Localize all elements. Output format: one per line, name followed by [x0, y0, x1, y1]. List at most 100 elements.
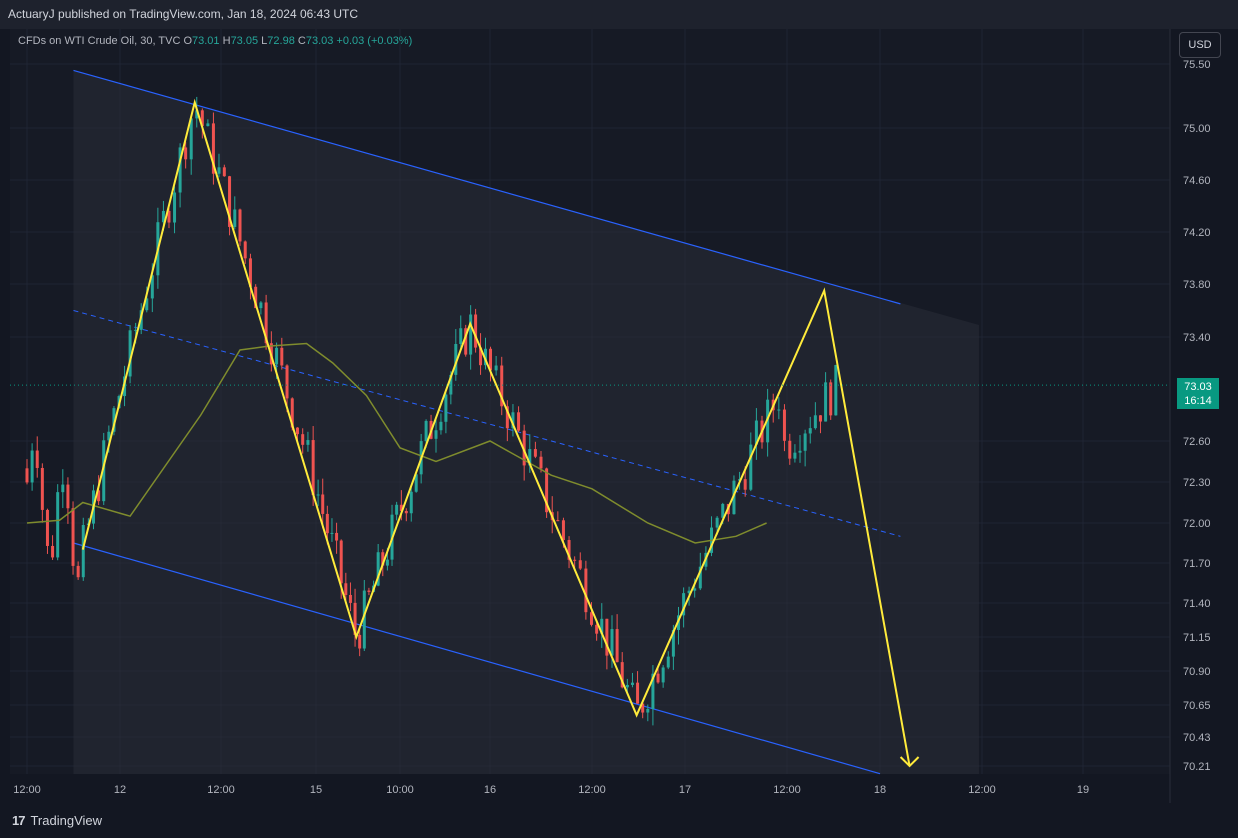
time-tick-label: 12:00: [578, 784, 606, 796]
chart-svg[interactable]: 75.50 75.00 74.60 74.20 73.80 73.40 72.60 72.30…: [10, 29, 1228, 803]
candle-body: [112, 408, 116, 432]
candle-body: [285, 365, 289, 399]
candle-body: [793, 452, 797, 459]
candle-body: [459, 328, 463, 344]
open-value: 73.01: [192, 35, 220, 47]
candle-body: [798, 450, 802, 453]
candle-body: [128, 330, 132, 377]
time-tick-label: 10:00: [386, 784, 414, 796]
candle-body: [45, 509, 49, 546]
candle-body: [25, 468, 29, 483]
candle-body: [404, 510, 408, 514]
channel-lower-line: [73, 542, 881, 775]
candle-body: [228, 176, 232, 227]
candle-body: [517, 412, 521, 431]
candle-body: [693, 588, 697, 591]
candle-body: [259, 302, 263, 309]
candle-body: [615, 629, 619, 663]
candle-body: [376, 552, 380, 586]
candle-body: [715, 517, 719, 528]
candle-body: [539, 456, 543, 469]
price-tick-label: 71.15: [1183, 632, 1211, 644]
candle-body: [641, 703, 645, 713]
time-tick-label: 12:00: [13, 784, 41, 796]
candle-body: [834, 365, 838, 416]
candle-body: [600, 618, 604, 634]
time-tick-label: 15: [310, 784, 322, 796]
candle-body: [275, 347, 279, 365]
price-tick-label: 74.20: [1183, 227, 1211, 239]
candle-body: [248, 258, 252, 287]
candle-body: [385, 559, 389, 566]
candle-body: [749, 444, 753, 490]
candle-body: [808, 428, 812, 434]
close-label: C: [297, 35, 306, 47]
candle-body: [399, 504, 403, 511]
candle-body: [61, 484, 65, 493]
currency-button[interactable]: USD: [1179, 32, 1221, 58]
candle-body: [605, 618, 609, 656]
candle-body: [533, 449, 537, 457]
candle-body: [584, 568, 588, 613]
time-tick-label: 12: [114, 784, 126, 796]
candle-body: [409, 491, 413, 514]
candle-body: [301, 434, 305, 445]
candle-body: [732, 480, 736, 515]
publisher-bar: ActuaryJ published on TradingView.com, J…: [0, 0, 1238, 29]
candle-body: [97, 490, 101, 502]
price-tick-label: 74.60: [1183, 175, 1211, 187]
price-tick-label: 73.80: [1183, 279, 1211, 291]
candle-body: [500, 365, 504, 407]
price-tick-label: 70.43: [1183, 732, 1211, 744]
candle-body: [414, 474, 418, 492]
candle-body: [469, 314, 473, 355]
candle-body: [464, 328, 468, 355]
candle-body: [444, 394, 448, 422]
low-label: L: [261, 35, 268, 47]
candle-body: [107, 431, 111, 441]
candle-body: [167, 210, 171, 223]
candle-body: [81, 525, 85, 578]
candle-body: [145, 298, 149, 311]
channel-fill: [73, 70, 979, 774]
candle-body: [71, 508, 75, 566]
change-value: +0.03 (+0.03%): [336, 35, 413, 47]
candle-body: [362, 590, 366, 649]
chart-area[interactable]: 75.50 75.00 74.60 74.20 73.80 73.40 72.60 72.30…: [10, 29, 1228, 803]
candle-body: [528, 449, 532, 466]
price-tick-label: 70.65: [1183, 700, 1211, 712]
tradingview-brand[interactable]: 17 TradingView: [12, 813, 102, 828]
candle-body: [620, 662, 624, 688]
candle-body: [200, 110, 204, 127]
candle-body: [651, 673, 655, 709]
candle-body: [578, 560, 582, 569]
high-label: H: [222, 35, 231, 47]
time-tick-label: 12:00: [207, 784, 235, 796]
candle-body: [625, 684, 629, 688]
open-label: O: [183, 35, 193, 47]
candle-body: [777, 409, 781, 411]
price-tick-label: 72.60: [1183, 436, 1211, 448]
candle-body: [344, 583, 348, 595]
candle-body: [522, 430, 526, 466]
candle-body: [238, 209, 242, 242]
price-tick-label: 75.00: [1183, 123, 1211, 135]
candle-body: [556, 520, 560, 522]
time-tick-label: 16: [484, 784, 496, 796]
candle-body: [511, 412, 515, 429]
candle-body: [295, 427, 299, 435]
candle-body: [35, 450, 39, 468]
symbol-name: CFDs on WTI Crude Oil, 30, TVC: [18, 35, 181, 47]
time-tick-label: 19: [1077, 784, 1089, 796]
candle-body: [102, 440, 106, 502]
price-scale: [1170, 29, 1228, 803]
candle-body: [30, 450, 34, 483]
candle-body: [687, 590, 691, 594]
time-tick-label: 17: [679, 784, 691, 796]
price-tick-label: 71.40: [1183, 598, 1211, 610]
footer: [0, 803, 1238, 838]
candle-body: [76, 565, 80, 578]
publisher-text: ActuaryJ published on TradingView.com, J…: [8, 7, 358, 21]
candle-body: [353, 602, 357, 635]
candle-body: [818, 415, 822, 422]
